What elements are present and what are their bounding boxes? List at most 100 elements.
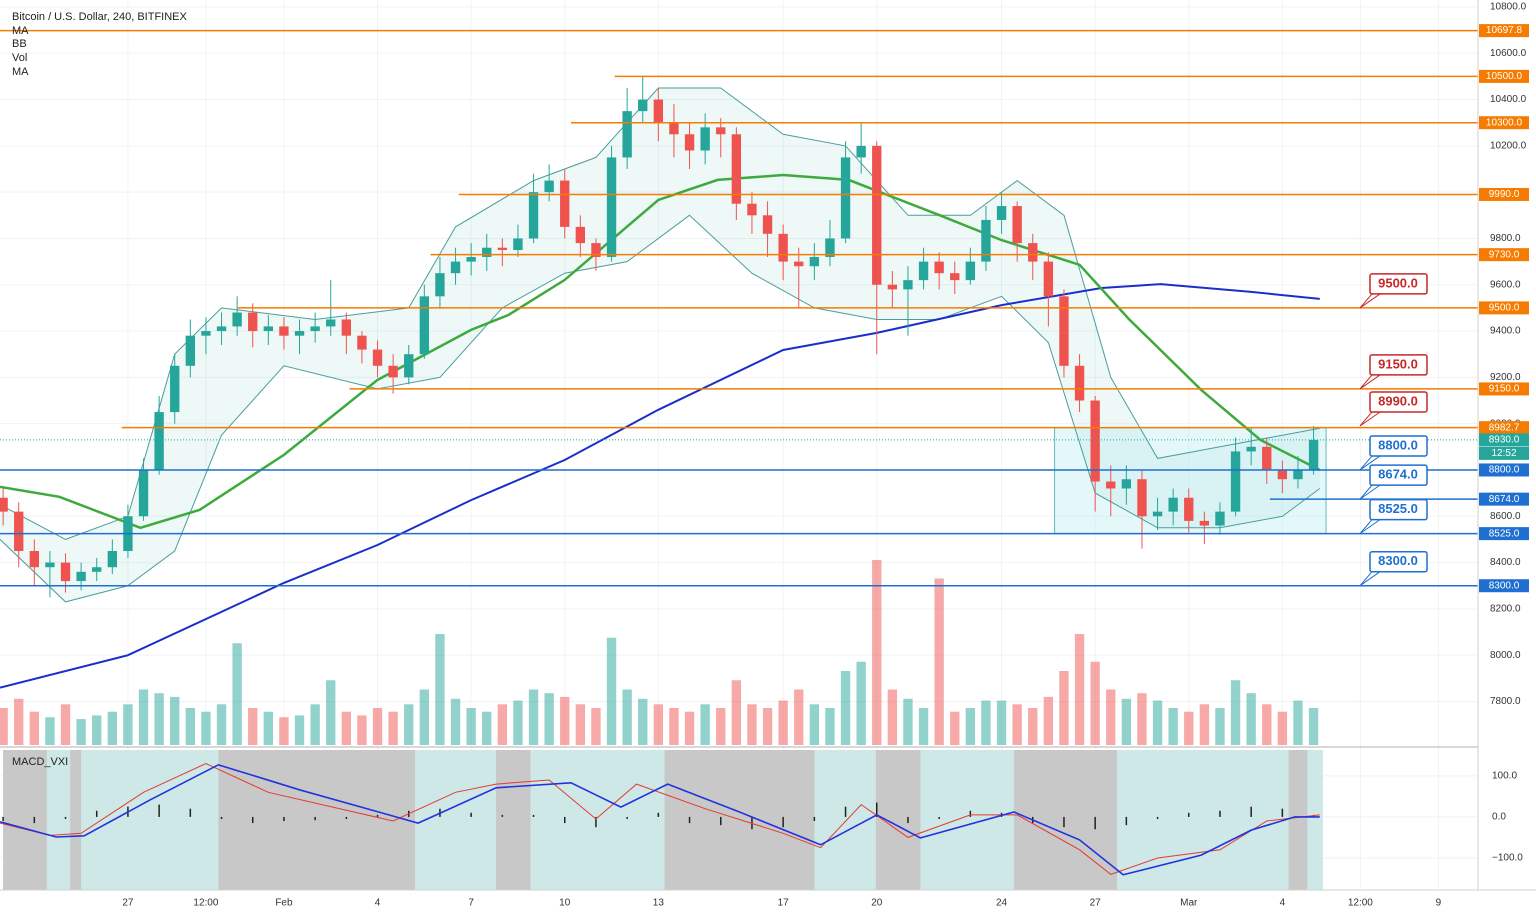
candle-body xyxy=(1152,511,1163,517)
candle-body xyxy=(1199,520,1210,526)
candle-body xyxy=(388,365,398,378)
indicator-name: Vol xyxy=(12,52,27,64)
candle-body xyxy=(965,261,976,281)
x-tick-label: 10 xyxy=(559,898,571,909)
candle-body xyxy=(1074,365,1085,401)
volume-bar xyxy=(747,704,757,745)
y-tick-label: 8400.0 xyxy=(1490,557,1521,568)
candle-body xyxy=(669,122,679,135)
candle-body xyxy=(294,331,305,336)
volume-bar xyxy=(1059,671,1069,745)
candle-body xyxy=(544,180,554,193)
level-axis-label: 9990.0 xyxy=(1489,189,1520,200)
volume-bar xyxy=(76,719,86,745)
volume-bar xyxy=(294,715,305,745)
candle-body xyxy=(950,273,960,281)
candle-body xyxy=(918,261,929,281)
y-tick-label: 8200.0 xyxy=(1490,604,1521,615)
chart-title: Bitcoin / U.S. Dollar, 240, BITFINEX xyxy=(12,11,188,23)
callout-box xyxy=(1369,550,1428,573)
volume-bar xyxy=(185,708,196,745)
candle-body xyxy=(1230,451,1241,512)
volume-bar xyxy=(1184,711,1194,745)
candle-body xyxy=(466,256,476,262)
volume-bar xyxy=(154,693,164,745)
volume-bar xyxy=(248,708,258,745)
level-axis-label: 9150.0 xyxy=(1489,384,1520,395)
callout-label: 8300.0 xyxy=(1378,553,1418,568)
y-tick-label: 10400.0 xyxy=(1490,94,1527,105)
candle-body xyxy=(606,157,617,257)
volume-bar xyxy=(918,708,929,745)
volume-bar xyxy=(700,704,710,745)
callout-pointer xyxy=(1359,455,1381,471)
candle-body xyxy=(357,335,367,350)
volume-bar xyxy=(14,698,24,745)
volume-bar xyxy=(1121,698,1132,745)
level-axis-tag xyxy=(1479,527,1529,541)
candle-body xyxy=(372,349,383,366)
volume-bar xyxy=(92,715,102,745)
candle-body xyxy=(513,238,523,251)
callout-label: 8674.0 xyxy=(1378,467,1418,482)
callout-pointer xyxy=(1359,484,1381,500)
volume-bar xyxy=(684,711,695,745)
candle-body xyxy=(1277,469,1288,480)
volume-bar xyxy=(575,704,586,745)
volume-bar xyxy=(622,689,632,745)
y-tick-label: 9200.0 xyxy=(1490,372,1521,383)
volume-bar xyxy=(138,689,149,745)
volume-bar xyxy=(762,708,773,745)
candle-body xyxy=(216,326,227,332)
candle-body xyxy=(1184,497,1194,521)
candle-body xyxy=(684,134,695,151)
volume-bar xyxy=(872,560,882,745)
x-tick-label: 12:00 xyxy=(193,898,218,909)
callout-label: 8525.0 xyxy=(1378,501,1418,516)
macd-title: MACD_VXI xyxy=(12,756,68,768)
level-axis-tag xyxy=(1479,382,1529,396)
volume-bar xyxy=(1168,708,1178,745)
candle-body xyxy=(60,562,71,582)
candle-body xyxy=(1059,296,1069,366)
indicator-line xyxy=(0,283,1320,689)
candle-body xyxy=(747,203,757,216)
level-axis-tag xyxy=(1479,579,1529,593)
callout-pointer xyxy=(1359,374,1381,390)
candle-body xyxy=(107,550,118,568)
candle-body xyxy=(263,326,274,332)
volume-bar xyxy=(1262,704,1272,745)
candle-body xyxy=(887,284,898,290)
level-axis-label: 8800.0 xyxy=(1489,465,1520,476)
volume-bar xyxy=(310,704,320,745)
callout-box xyxy=(1369,391,1428,413)
x-tick-label: 12:00 xyxy=(1348,898,1373,909)
callout-box xyxy=(1369,464,1428,486)
indicator-line xyxy=(0,173,1321,530)
indicator-name: BB xyxy=(12,38,27,50)
candle-body xyxy=(981,219,991,262)
volume-bar xyxy=(1230,680,1241,745)
level-axis-tag xyxy=(1479,24,1529,38)
marks xyxy=(0,76,1327,890)
indicator-line xyxy=(0,214,1321,603)
volume-bar xyxy=(1012,704,1022,745)
candle-body xyxy=(1246,446,1256,452)
volume-bar xyxy=(606,637,617,745)
candle-body xyxy=(341,319,352,336)
y-tick-label: 9600.0 xyxy=(1490,279,1521,290)
x-tick-label: 17 xyxy=(778,898,790,909)
x-tick-label: 27 xyxy=(122,898,134,909)
candle-body xyxy=(279,326,289,336)
candle-body xyxy=(310,326,320,332)
level-axis-tag xyxy=(1479,248,1529,262)
y-tick-label: 10200.0 xyxy=(1490,140,1527,151)
callout-pointer xyxy=(1359,519,1381,535)
x-tick-label: 7 xyxy=(468,898,474,909)
candle-body xyxy=(996,206,1007,220)
volume-bar xyxy=(45,717,55,745)
volume-bar xyxy=(1308,708,1319,745)
y-tick-label: 9400.0 xyxy=(1490,326,1521,337)
